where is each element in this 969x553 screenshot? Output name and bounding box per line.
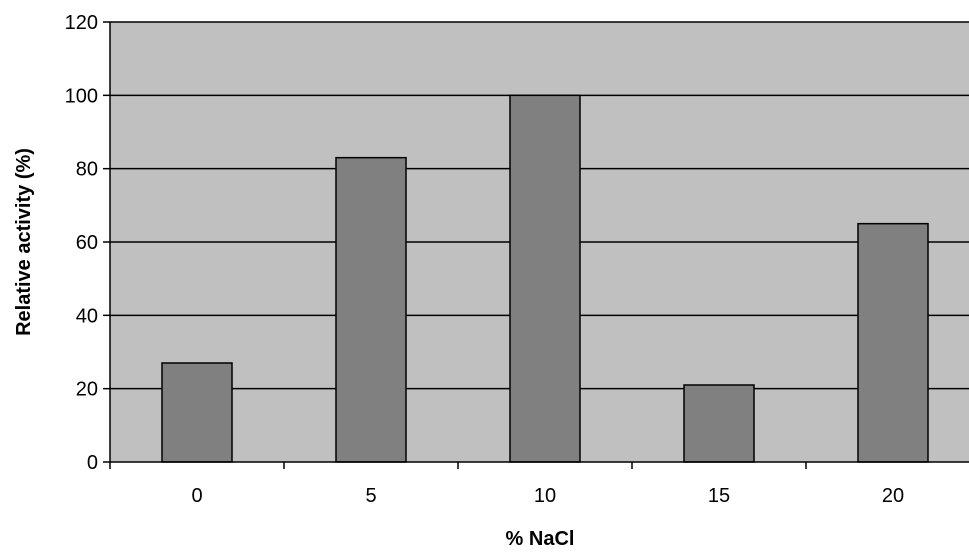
bar-15 — [683, 384, 755, 463]
axes — [103, 21, 969, 469]
bar-10 — [509, 94, 581, 463]
bar-20 — [857, 222, 929, 463]
x-tick-labels: 0 5 10 15 20 — [191, 485, 904, 507]
x-tick-label: 20 — [882, 485, 904, 507]
x-tick-label: 5 — [365, 485, 376, 507]
y-tick-label: 100 — [65, 85, 98, 107]
x-tick-label: 0 — [191, 485, 202, 507]
bar-0 — [161, 362, 233, 463]
y-tick-label: 120 — [65, 12, 98, 34]
y-tick-label: 0 — [87, 452, 98, 474]
y-tick-label: 60 — [76, 232, 98, 254]
x-tick-label: 15 — [708, 485, 730, 507]
y-tick-label: 40 — [76, 305, 98, 327]
y-axis-title: Relative activity (%) — [13, 148, 35, 336]
bars — [161, 94, 929, 463]
y-tick-labels: 0 20 40 60 80 100 120 — [65, 12, 98, 474]
x-tick-label: 10 — [534, 485, 556, 507]
y-tick-label: 80 — [76, 159, 98, 181]
y-tick-label: 20 — [76, 379, 98, 401]
x-axis-title: % NaCl — [506, 528, 575, 548]
bar-5 — [335, 156, 407, 463]
